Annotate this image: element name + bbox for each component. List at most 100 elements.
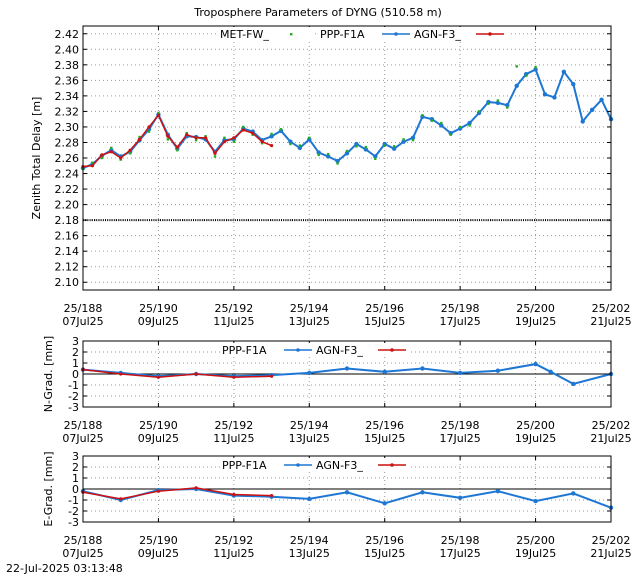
point-ppp-f1a	[325, 154, 331, 159]
y-axis-title: N-Grad. [mm]	[42, 336, 55, 412]
point-met-fw	[232, 140, 236, 143]
point-ppp-f1a	[561, 69, 567, 75]
point-ppp-f1a	[410, 135, 416, 141]
y-tick-label: 2.10	[55, 276, 80, 289]
point-ppp-f1a	[514, 83, 519, 88]
point-ppp-f1a	[354, 141, 359, 147]
y-tick-label: 2.34	[55, 90, 80, 103]
point-met-fw	[308, 136, 311, 140]
panel-ztd: 2.10 2.12 2.14 2.16 2.18 2.20 2.22 2.24 2.26 2.28…	[30, 25, 632, 328]
y-tick-label: 2.40	[55, 43, 80, 56]
point-ppp-f1a	[533, 361, 538, 367]
point-met-fw	[270, 132, 273, 136]
point-agn-f3	[166, 134, 170, 138]
legend-bg	[314, 343, 410, 357]
x-tick-label-doy: 25/200	[516, 534, 555, 547]
legend-label-met-fw: MET-FW_	[220, 28, 269, 41]
series-line-agn-f3	[82, 113, 272, 168]
legend-label-ppp-f1a: PPP-F1A	[320, 28, 365, 41]
x-tick-label-date: 17Jul25	[440, 432, 481, 445]
point-met-fw	[477, 110, 481, 113]
legend-bg	[318, 27, 414, 41]
legend-marker-agn-f3	[488, 32, 492, 36]
point-met-fw	[374, 157, 377, 160]
point-agn-f3	[119, 372, 123, 376]
x-tick-label-doy: 25/202	[592, 419, 631, 432]
point-agn-f3	[194, 372, 198, 376]
legend-marker-agn-f3	[390, 348, 394, 352]
y-tick-label: -3	[68, 401, 79, 414]
y-tick-label: 3	[72, 450, 79, 463]
point-ppp-f1a	[335, 158, 340, 164]
point-met-fw	[317, 153, 320, 157]
y-tick-label: -1	[68, 494, 79, 507]
point-met-fw	[383, 144, 386, 147]
point-agn-f3	[269, 374, 274, 378]
x-tick-label-doy: 25/188	[64, 419, 103, 432]
x-tick-label-doy: 25/196	[365, 419, 404, 432]
x-tick-label-date: 13Jul25	[289, 315, 330, 328]
x-tick-label-date: 19Jul25	[515, 432, 556, 445]
x-tick-label-doy: 25/198	[441, 419, 480, 432]
point-met-fw	[421, 114, 424, 117]
point-met-fw	[402, 138, 405, 141]
point-met-fw	[534, 65, 537, 69]
y-tick-label: 2.14	[55, 245, 80, 258]
x-tick-label-doy: 25/194	[290, 534, 329, 547]
legend-bg	[218, 27, 314, 41]
point-met-fw	[176, 149, 179, 152]
point-agn-f3	[100, 153, 104, 157]
y-tick-label: 2.16	[55, 230, 80, 243]
point-ppp-f1a	[391, 146, 397, 151]
point-agn-f3	[109, 150, 113, 154]
point-met-fw	[298, 144, 302, 147]
series-line-agn-f3	[82, 487, 272, 500]
x-tick-label-date: 07Jul25	[62, 547, 103, 560]
point-ppp-f1a	[344, 366, 350, 371]
point-agn-f3	[232, 492, 236, 497]
x-tick-label-date: 13Jul25	[289, 547, 330, 560]
x-tick-label-date: 09Jul25	[138, 547, 179, 560]
point-agn-f3	[269, 143, 274, 148]
point-agn-f3	[222, 140, 227, 144]
x-tick-label-doy: 25/188	[64, 302, 103, 315]
x-tick-label-date: 09Jul25	[138, 432, 179, 445]
legend-label-ppp-f1a: PPP-F1A	[222, 344, 267, 357]
y-tick-label: 1	[72, 472, 79, 485]
legend-bg	[220, 343, 316, 357]
point-agn-f3	[128, 148, 132, 152]
x-tick-label-doy: 25/202	[592, 302, 631, 315]
y-tick-label: 2.20	[55, 199, 80, 212]
point-agn-f3	[185, 133, 189, 137]
legend-marker-ppp-f1a	[296, 348, 300, 352]
point-ppp-f1a	[269, 134, 274, 139]
point-ppp-f1a	[580, 119, 585, 124]
x-tick-label-doy: 25/192	[215, 419, 254, 432]
legend-label-agn-f3: AGN-F3_	[414, 28, 461, 41]
x-tick-label-date: 19Jul25	[515, 547, 556, 560]
x-tick-label-doy: 25/194	[290, 302, 329, 315]
y-tick-label: 2.32	[55, 105, 80, 118]
y-tick-label: 2.30	[55, 121, 80, 134]
point-ppp-f1a	[542, 92, 548, 97]
point-met-fw	[411, 138, 415, 142]
point-ppp-f1a	[363, 147, 369, 152]
y-tick-label: 3	[72, 335, 79, 348]
point-agn-f3	[251, 131, 255, 135]
legend-marker-ppp-f1a	[296, 463, 300, 467]
point-ppp-f1a	[548, 369, 553, 374]
point-met-fw	[458, 125, 462, 129]
y-tick-label: 2.38	[55, 59, 80, 72]
x-tick-label-date: 11Jul25	[213, 547, 254, 560]
x-tick-label-doy: 25/196	[365, 302, 404, 315]
point-met-fw	[138, 135, 141, 139]
point-ppp-f1a	[288, 139, 293, 144]
point-met-fw	[430, 119, 434, 122]
x-tick-label-date: 15Jul25	[364, 547, 405, 560]
y-tick-label: 0	[72, 368, 79, 381]
point-agn-f3	[156, 375, 161, 379]
legend-marker-met-fw	[290, 33, 293, 36]
point-agn-f3	[90, 164, 95, 168]
x-tick-label-date: 13Jul25	[289, 432, 330, 445]
